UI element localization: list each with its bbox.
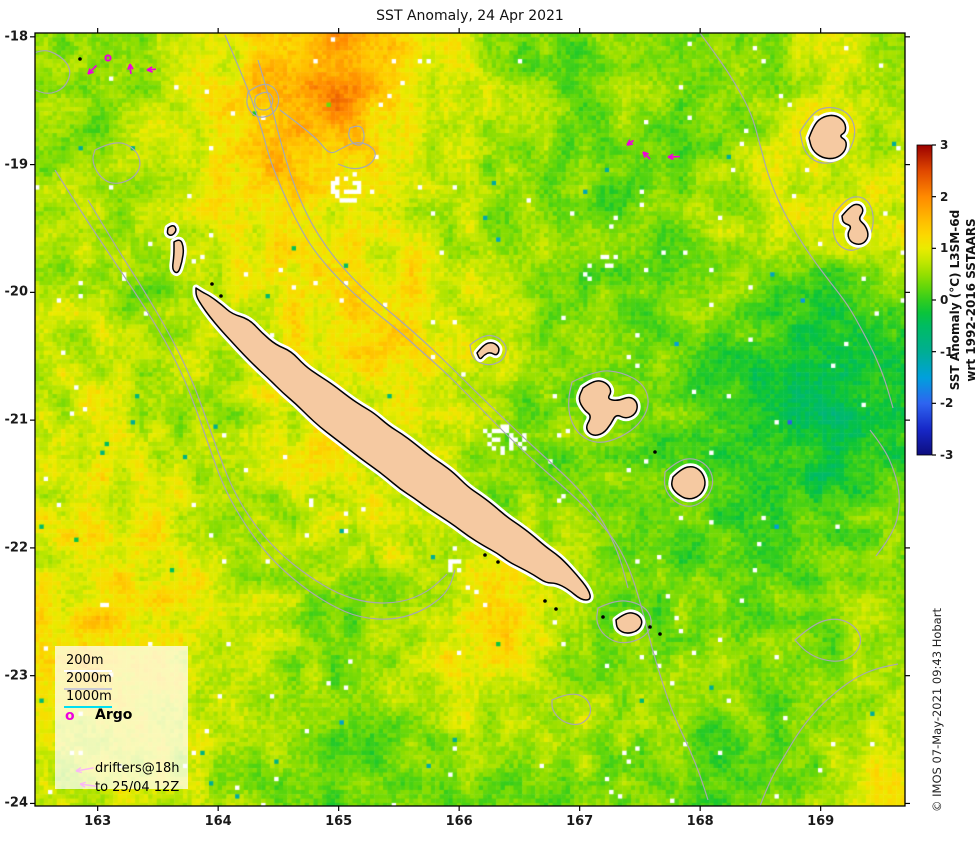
argo-marker-symbol: o [65, 708, 75, 724]
copyright-credit: © IMOS 07-May-2021 09:43 Hobart [930, 608, 944, 812]
colorbar-tick-label: 3 [940, 138, 949, 152]
x-tick-label: 164 [204, 814, 232, 829]
contour-2000m-swatch [64, 688, 112, 690]
land-polygon [615, 612, 643, 634]
bathymetry-contour-line [596, 600, 652, 644]
land-polygon [166, 224, 177, 236]
drifter-arrowhead [667, 156, 674, 161]
y-tick-label: -24 [4, 795, 29, 811]
islet-dot [483, 553, 487, 557]
legend-depth-200m: 200m [66, 653, 104, 668]
bathymetry-contour-line [92, 142, 141, 184]
bathymetry-contour-line [224, 34, 709, 801]
land-polygon [671, 466, 706, 500]
drifter-tracks [87, 63, 681, 161]
bathymetry-contour-line [246, 83, 280, 118]
map-frame [34, 32, 906, 807]
x-tick-label: 163 [84, 814, 112, 829]
bathymetry-contour-line [257, 59, 629, 589]
bathymetry-contour-line [254, 91, 274, 111]
drifters-legend-text: drifters@18h to 25/04 12Z [95, 760, 180, 798]
argo-float-marker [104, 54, 112, 62]
legend-depth-2000m: 2000m [66, 671, 112, 686]
drifters-line1: drifters@18h [95, 761, 180, 776]
map-content [35, 33, 900, 806]
bathymetry-contour-line [568, 370, 649, 443]
land-polygon [172, 239, 185, 274]
x-tick-label: 168 [686, 814, 714, 829]
y-tick-label: -19 [4, 157, 29, 173]
land-polygon [808, 114, 847, 160]
drifter-arrowhead [87, 71, 94, 75]
bathymetry-contour-line [663, 458, 714, 507]
y-tick-label: -18 [4, 29, 29, 45]
drifter-arrowhead [146, 69, 153, 73]
colorbar-tick-label: 0 [940, 293, 949, 307]
islet-dot [653, 450, 657, 454]
bathymetry-contour-line [35, 50, 71, 94]
colorbar-tick-label: -2 [940, 396, 954, 411]
colorbar-tick-label: 1 [940, 241, 949, 256]
x-tick-label: 165 [325, 814, 353, 829]
bathymetry-contour-line [279, 109, 376, 170]
bathymetry-contour-line [699, 33, 894, 409]
bathymetry-contour-line [348, 125, 365, 146]
map-legend: 200m 2000m 1000m o Argo [55, 646, 188, 789]
y-tick-label: -22 [4, 540, 29, 556]
colorbar-tick-label: -1 [940, 344, 954, 359]
contour-200m-swatch [64, 670, 112, 672]
islet-dot [219, 294, 223, 298]
bathymetry-contour-line [469, 334, 507, 366]
islet-dot [554, 607, 558, 611]
islet-dot [496, 560, 500, 564]
y-tick-label: -23 [4, 668, 29, 684]
bathymetry-contour-line [799, 106, 856, 164]
axis-ticks [30, 28, 910, 811]
islet-dot [210, 282, 214, 286]
islet-dot [78, 57, 82, 61]
y-tick-label: -21 [4, 412, 29, 428]
land-masses [78, 57, 872, 637]
bathymetry-contour-line [869, 429, 900, 557]
drifter-arrowhead [127, 63, 131, 70]
land-polygon [195, 287, 591, 601]
bathymetry-contour-line [87, 199, 448, 604]
land-polygon [841, 203, 869, 245]
islet-dot [658, 632, 662, 636]
land-polygon [578, 380, 638, 436]
argo-label: Argo [95, 707, 133, 723]
colorbar-tick-label: 2 [940, 189, 949, 204]
colorbar-title: SST Anomaly (°C) L3SM-6d wrt 1992-2016 S… [948, 209, 978, 391]
drifters-line2: to 25/04 12Z [95, 779, 180, 795]
drifter-arrowhead [626, 143, 634, 146]
x-tick-label: 167 [566, 814, 594, 829]
y-tick-label: -20 [4, 284, 29, 300]
x-tick-label: 166 [445, 814, 473, 829]
bathymetry-contour-line [794, 618, 862, 662]
bathymetry-contour-line [759, 663, 899, 806]
islet-dot [648, 625, 652, 629]
drifter-arrowhead [642, 151, 646, 158]
bathymetry-contours [35, 33, 900, 806]
islet-dot [601, 615, 605, 619]
contour-1000m-swatch [64, 706, 112, 708]
bathymetry-contour-line [54, 169, 456, 620]
colorbar-tick-label: -3 [940, 448, 954, 462]
legend-depth-1000m: 1000m [66, 689, 112, 704]
bathymetry-contour-line [551, 693, 592, 726]
land-polygon [476, 342, 500, 360]
figure-title: SST Anomaly, 24 Apr 2021 [376, 8, 564, 24]
colorbar-gradient [916, 144, 933, 456]
x-tick-label: 169 [807, 814, 835, 829]
islet-dot [543, 599, 547, 603]
